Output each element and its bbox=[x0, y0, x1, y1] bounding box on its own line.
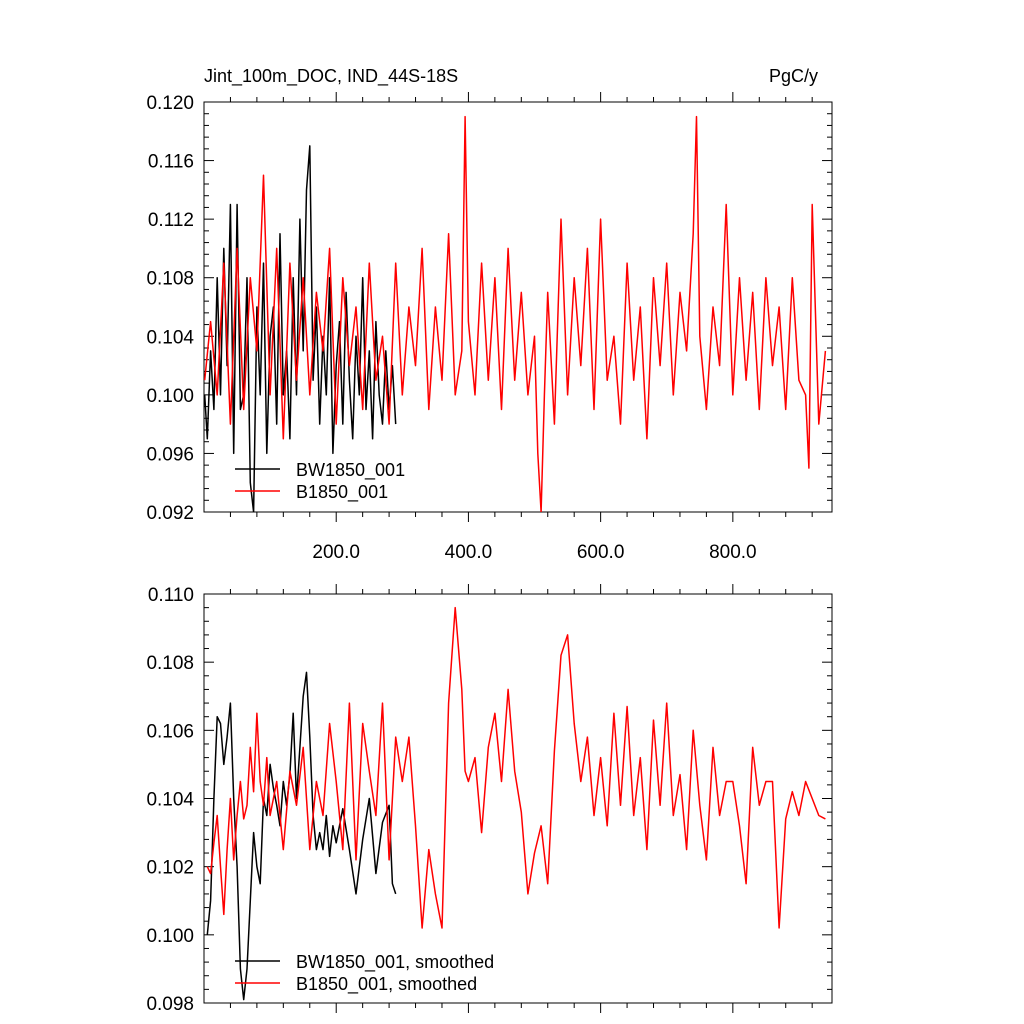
x-tick-label: 600.0 bbox=[577, 542, 625, 563]
y-tick-label: 0.096 bbox=[146, 444, 194, 465]
legend-label-1: B1850_001, smoothed bbox=[296, 974, 477, 995]
plot-frame bbox=[203, 101, 833, 513]
y-tick-label: 0.104 bbox=[146, 790, 194, 811]
y-tick-label: 0.092 bbox=[146, 503, 194, 524]
y-tick-label: 0.112 bbox=[148, 210, 194, 231]
y-tick-label: 0.098 bbox=[146, 994, 194, 1015]
chart-title-left: Jint_100m_DOC, IND_44S-18S bbox=[204, 66, 458, 87]
x-tick-label: 200.0 bbox=[312, 542, 360, 563]
chart-units-label: PgC/y bbox=[769, 66, 818, 86]
y-tick-label: 0.104 bbox=[146, 327, 194, 348]
y-tick-label: 0.106 bbox=[146, 721, 194, 742]
y-tick-label: 0.116 bbox=[148, 152, 194, 173]
series-line-1 bbox=[206, 606, 826, 929]
y-tick-label: 0.120 bbox=[146, 93, 194, 114]
x-tick-label: 800.0 bbox=[709, 542, 757, 563]
y-tick-label: 0.108 bbox=[146, 269, 194, 290]
y-tick-label: 0.100 bbox=[146, 386, 194, 407]
y-tick-label: 0.110 bbox=[148, 585, 194, 606]
bottom-series-group bbox=[206, 606, 826, 1001]
y-tick-label: 0.100 bbox=[146, 926, 194, 947]
bottom-axes: 0.098 0.100 0.102 0.104 0.106 0.108 0.110 bbox=[146, 584, 833, 1015]
plot-frame bbox=[203, 593, 833, 1004]
x-tick-label: 400.0 bbox=[445, 542, 493, 563]
legend-label-0: BW1850_001 bbox=[296, 460, 405, 481]
y-tick-label: 0.108 bbox=[146, 653, 194, 674]
legend-label-1: B1850_001 bbox=[296, 482, 388, 503]
top-panel: Jint_100m_DOC, IND_44S-18S PgC/y 0.0920.… bbox=[146, 66, 833, 563]
y-tick-label: 0.102 bbox=[146, 858, 194, 879]
bottom-panel: 0.098 0.100 0.102 0.104 0.106 0.108 0.110 BW18… bbox=[146, 584, 833, 1015]
series-line-1 bbox=[204, 115, 827, 512]
top-axes: 0.092 0.096 0.100 0.104 0.108 0.112 0.116 0.120… bbox=[146, 92, 833, 563]
top-series-group bbox=[204, 115, 827, 512]
legend-label-0: BW1850_001, smoothed bbox=[296, 952, 494, 973]
